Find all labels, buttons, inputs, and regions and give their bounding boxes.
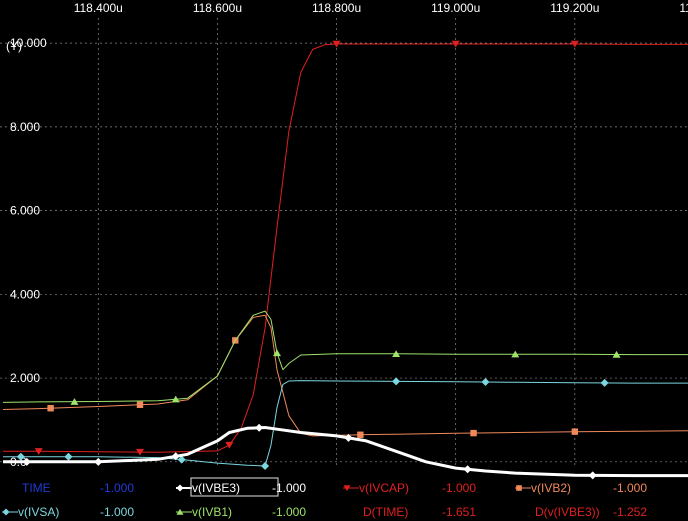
legend-value: -1.000: [100, 505, 134, 519]
data-point-marker: [261, 462, 270, 470]
data-point-marker: [34, 448, 43, 455]
y-tick-label: 6.000: [10, 204, 40, 218]
legend-label: v(IVB1): [192, 505, 232, 519]
y-tick-label: 4.000: [10, 287, 40, 301]
legend-value: -1.000: [613, 481, 647, 495]
x-tick-label: 119.200u: [550, 1, 599, 15]
legend-marker-icon: [176, 508, 184, 515]
x-tick-label: 118.800u: [312, 1, 361, 15]
data-point-marker: [463, 465, 472, 474]
data-point-marker: [481, 378, 490, 387]
legend-value: -1.000: [442, 481, 476, 495]
data-point-marker: [588, 471, 597, 480]
data-point-marker: [511, 350, 520, 358]
x-tick-label: 118.400u: [74, 1, 123, 15]
legend-item-d-time[interactable]: D(TIME) -1.651: [363, 505, 476, 519]
y-tick-label: 2.000: [10, 371, 40, 385]
data-point-marker: [177, 455, 186, 464]
legend-marker-icon: [343, 485, 351, 492]
legend-label: D(v(IVBE3)): [535, 505, 600, 519]
legend-item-v-ivsa[interactable]: v(IVSA) -1.000: [2, 505, 134, 519]
data-point-marker: [612, 350, 621, 358]
legend-label: D(TIME): [363, 505, 408, 519]
legend-item-v-ivcap[interactable]: v(IVCAP) -1.000: [343, 481, 476, 495]
data-point-marker: [64, 452, 73, 461]
legend-marker-icon: [2, 508, 10, 516]
legend-value: -1.651: [442, 505, 476, 519]
series-v-ivbe3: [3, 423, 688, 480]
data-point-marker: [136, 401, 144, 408]
data-point-marker: [392, 377, 401, 386]
series-v-ivcap: [3, 40, 688, 456]
data-point-marker: [94, 457, 103, 466]
legend-value: -1.000: [272, 505, 306, 519]
data-point-marker: [392, 350, 401, 357]
y-unit-label: (Y): [6, 39, 22, 53]
legend-marker-icon: [176, 484, 184, 492]
x-tick-label: 119.000u: [431, 1, 480, 15]
legend-label: v(IVCAP): [359, 481, 409, 495]
legend-label: v(IVB2): [531, 481, 571, 495]
series-line-v-ivcap: [3, 43, 688, 453]
data-point-marker: [344, 433, 353, 442]
legend-label: v(IVSA): [18, 505, 59, 519]
data-point-marker: [451, 40, 460, 48]
data-point-marker: [357, 431, 364, 438]
legend-value: -1.000: [100, 481, 134, 495]
data-point-marker: [171, 395, 180, 403]
data-point-marker: [255, 423, 264, 432]
legend-marker-icon: [516, 485, 522, 491]
legend-label: v(IVBE3): [192, 481, 240, 495]
data-point-marker: [571, 428, 579, 435]
y-tick-label: 8.000: [10, 120, 40, 134]
data-point-marker: [225, 441, 234, 449]
data-point-marker: [272, 349, 281, 357]
data-point-marker: [570, 40, 579, 48]
x-tick-label: 119.4: [679, 1, 688, 15]
legend-selection-box: [190, 477, 279, 497]
series-group: [2, 40, 688, 480]
legend-value: -1.252: [613, 505, 647, 519]
legend-label: TIME: [22, 481, 51, 495]
legend[interactable]: TIME -1.000 v(IVBE3) -1.000 v(IVCAP) -1.000 v(…: [2, 477, 647, 519]
legend-item-v-ivbe3[interactable]: v(IVBE3) -1.000: [176, 477, 306, 497]
series-line-v-ivbe3: [3, 426, 688, 478]
legend-value: -1.000: [272, 481, 306, 495]
data-point-marker: [470, 429, 477, 437]
data-point-marker: [332, 40, 341, 48]
data-point-marker: [16, 452, 25, 461]
y-tick-label: 10.000: [10, 36, 47, 50]
data-point-marker: [600, 378, 609, 387]
legend-item-time[interactable]: TIME -1.000: [22, 481, 134, 495]
data-point-marker: [70, 398, 79, 405]
data-point-marker: [171, 452, 180, 461]
legend-item-d-v-ivbe3[interactable]: D(v(IVBE3)) -1.252: [535, 505, 647, 519]
legend-item-v-ivb1[interactable]: v(IVB1) -1.000: [176, 505, 306, 519]
series-v-ivb1: [2, 310, 688, 405]
data-point-marker: [47, 405, 54, 412]
legend-item-v-ivb2[interactable]: v(IVB2) -1.000: [515, 481, 647, 495]
x-tick-label: 118.600u: [193, 1, 242, 15]
data-point-marker: [22, 457, 31, 466]
data-point-marker: [135, 448, 144, 456]
x-tick-labels: 118.400u 118.600u 118.800u 119.000u 119.200u…: [74, 1, 688, 15]
